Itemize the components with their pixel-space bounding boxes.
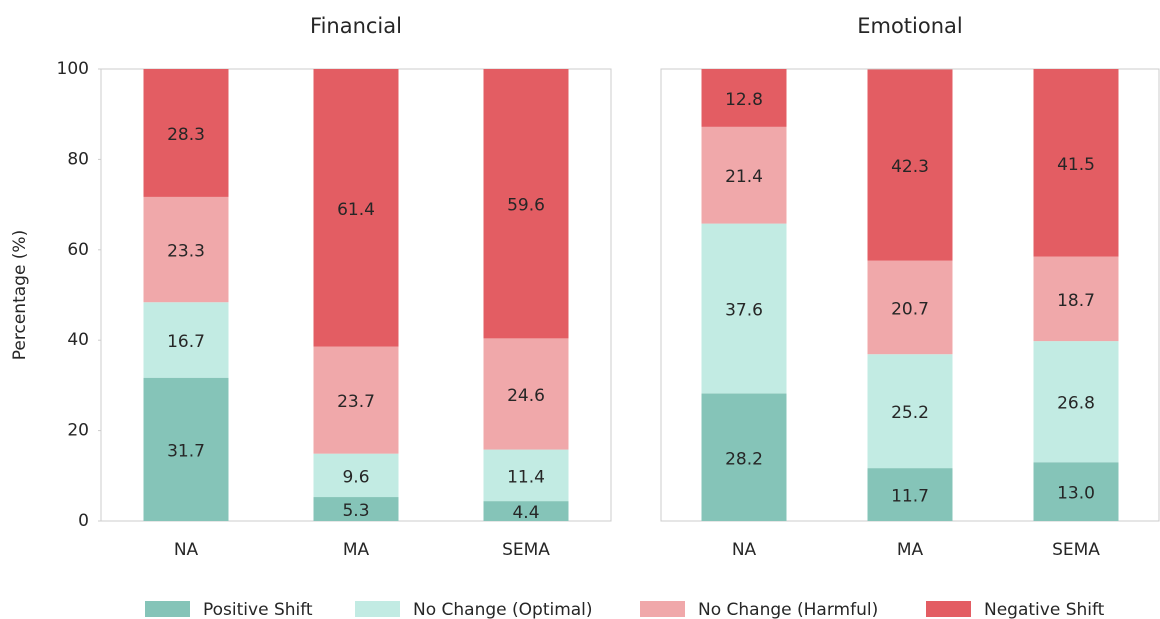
bar-segment	[143, 302, 229, 378]
x-tick-label: SEMA	[502, 540, 550, 560]
y-axis-label: Percentage (%)	[10, 230, 30, 360]
bar-segment	[143, 69, 229, 197]
legend-swatch	[926, 601, 971, 617]
y-tick-label: 80	[67, 149, 89, 169]
bar-segment	[1033, 341, 1119, 463]
bar-segment	[867, 468, 953, 521]
legend-label: Negative Shift	[984, 600, 1105, 619]
bar-segment	[867, 260, 953, 355]
data-label: 23.7	[337, 392, 375, 412]
data-label: 25.2	[891, 403, 929, 423]
bar-segment	[483, 449, 569, 502]
data-label: 26.8	[1057, 394, 1095, 414]
bar-segment	[867, 69, 953, 261]
data-label: 28.3	[167, 125, 205, 145]
bar-segment	[313, 69, 399, 347]
legend-label: No Change (Optimal)	[413, 600, 593, 619]
bar-segment	[1033, 462, 1119, 521]
bar-segment	[313, 453, 399, 498]
data-label: 20.7	[891, 299, 929, 319]
bar-segment	[483, 338, 569, 450]
data-label: 16.7	[167, 332, 205, 352]
chart-title: Financial	[310, 14, 402, 38]
chart-title: Emotional	[857, 14, 963, 38]
data-label: 4.4	[512, 503, 539, 523]
data-label: 31.7	[167, 441, 205, 461]
data-label: 42.3	[891, 157, 929, 177]
legend-swatch	[145, 601, 190, 617]
data-label: 23.3	[167, 242, 205, 262]
legend-swatch	[640, 601, 685, 617]
bar-segment	[701, 223, 787, 394]
data-label: 18.7	[1057, 291, 1095, 311]
data-label: 21.4	[725, 167, 763, 187]
x-tick-label: NA	[732, 540, 757, 560]
x-tick-label: MA	[343, 540, 370, 560]
data-label: 12.8	[725, 90, 763, 110]
bar-segment	[701, 126, 787, 224]
data-label: 11.7	[891, 487, 929, 507]
x-tick-label: NA	[174, 540, 199, 560]
data-label: 37.6	[725, 301, 763, 321]
data-label: 59.6	[507, 196, 545, 216]
data-label: 11.4	[507, 467, 545, 487]
bar-segment	[143, 196, 229, 303]
data-label: 24.6	[507, 386, 545, 406]
data-label: 28.2	[725, 449, 763, 469]
x-tick-label: MA	[897, 540, 924, 560]
y-tick-label: 0	[78, 511, 89, 531]
data-label: 13.0	[1057, 484, 1095, 504]
data-label: 9.6	[342, 467, 369, 487]
y-tick-label: 100	[57, 59, 89, 79]
bar-segment	[1033, 69, 1119, 257]
bar-segment	[1033, 256, 1119, 342]
y-tick-label: 60	[67, 240, 89, 260]
data-label: 61.4	[337, 200, 375, 220]
bar-segment	[701, 69, 787, 127]
bar-segment	[701, 393, 787, 521]
legend-label: Positive Shift	[203, 600, 313, 619]
x-tick-label: SEMA	[1052, 540, 1100, 560]
bar-segment	[143, 377, 229, 521]
y-tick-label: 20	[67, 421, 89, 441]
bar-segment	[313, 497, 399, 521]
legend-swatch	[355, 601, 400, 617]
bar-segment	[483, 501, 569, 521]
bar-segment	[867, 354, 953, 469]
y-tick-label: 40	[67, 330, 89, 350]
bar-segment	[313, 346, 399, 454]
legend-label: No Change (Harmful)	[698, 600, 878, 619]
bar-segment	[483, 69, 569, 339]
data-label: 41.5	[1057, 155, 1095, 175]
data-label: 5.3	[342, 501, 369, 521]
